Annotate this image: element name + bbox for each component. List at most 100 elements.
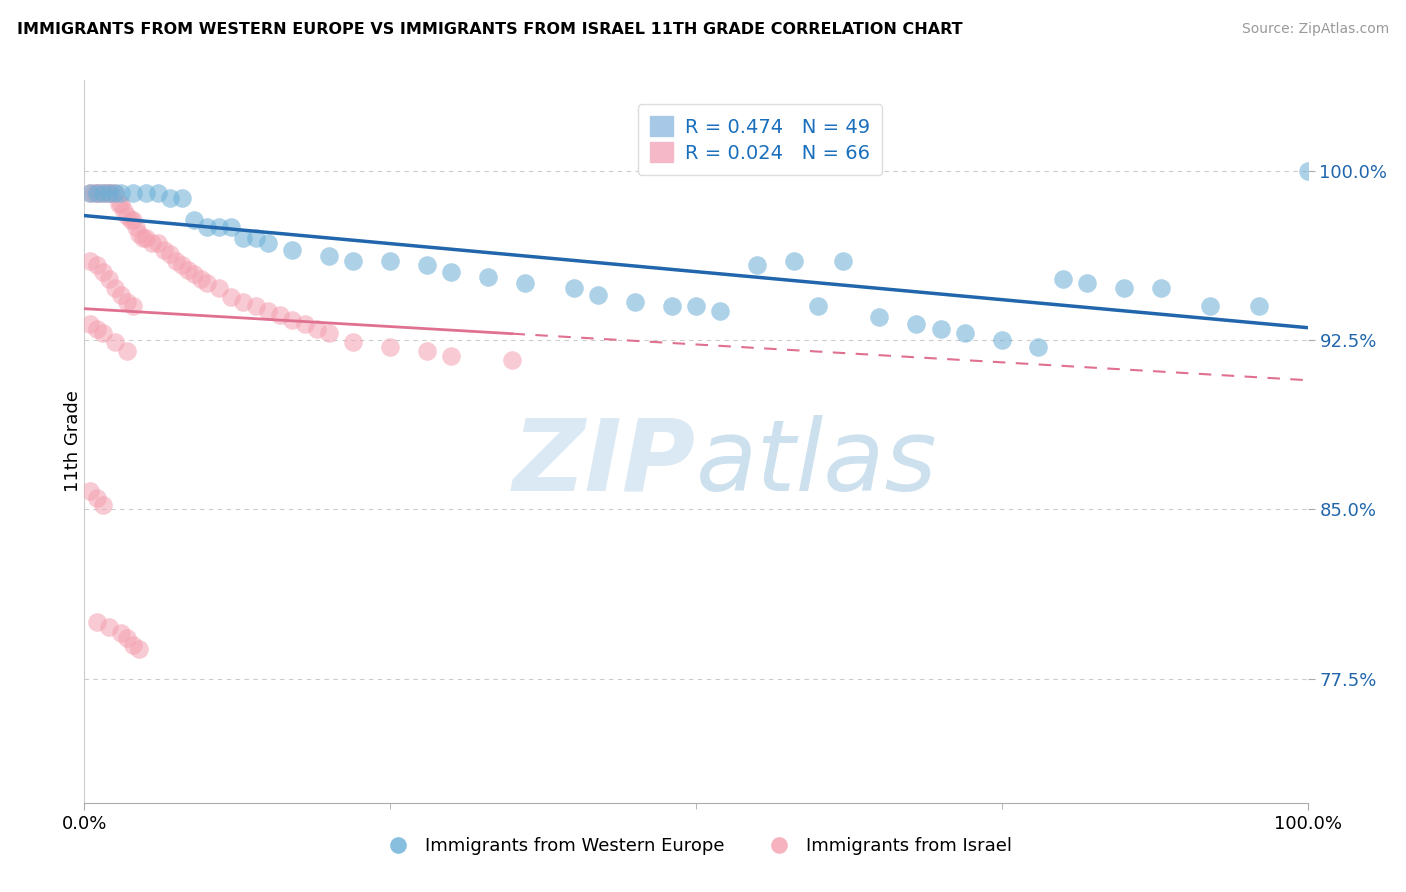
Point xyxy=(96,186,118,201)
Point xyxy=(257,235,280,250)
Point xyxy=(104,281,127,295)
Point xyxy=(1198,299,1220,313)
Point xyxy=(97,272,120,286)
Point xyxy=(953,326,976,340)
Point xyxy=(183,268,205,282)
Point xyxy=(87,186,110,201)
Point xyxy=(159,191,181,205)
Point xyxy=(86,615,108,629)
Point xyxy=(208,281,231,295)
Point xyxy=(513,277,536,291)
Point xyxy=(104,186,127,201)
Point xyxy=(477,269,499,284)
Text: atlas: atlas xyxy=(696,415,938,512)
Point xyxy=(125,220,148,235)
Point xyxy=(110,287,132,301)
Point xyxy=(91,265,114,279)
Point xyxy=(79,317,101,331)
Point xyxy=(159,247,181,261)
Point xyxy=(1247,299,1270,313)
Point xyxy=(281,243,304,257)
Point xyxy=(1150,281,1173,295)
Point xyxy=(905,317,928,331)
Point xyxy=(132,231,155,245)
Point xyxy=(219,290,242,304)
Point xyxy=(245,231,267,245)
Point xyxy=(91,186,114,201)
Point xyxy=(257,303,280,318)
Point xyxy=(86,186,108,201)
Point xyxy=(1114,281,1136,295)
Point xyxy=(416,344,439,359)
Point xyxy=(869,310,891,325)
Point xyxy=(586,287,609,301)
Point xyxy=(122,638,145,652)
Point xyxy=(1028,340,1050,354)
Point xyxy=(318,326,340,340)
Text: IMMIGRANTS FROM WESTERN EUROPE VS IMMIGRANTS FROM ISRAEL 11TH GRADE CORRELATION : IMMIGRANTS FROM WESTERN EUROPE VS IMMIGR… xyxy=(17,22,963,37)
Point xyxy=(115,631,138,645)
Point xyxy=(79,186,101,201)
Point xyxy=(929,321,952,335)
Point xyxy=(232,231,254,245)
Point xyxy=(195,220,218,235)
Point xyxy=(831,253,853,268)
Point xyxy=(232,294,254,309)
Point xyxy=(97,620,120,634)
Point xyxy=(110,186,132,201)
Point xyxy=(342,253,364,268)
Point xyxy=(79,484,101,499)
Point xyxy=(122,299,145,313)
Point xyxy=(562,281,585,295)
Point xyxy=(146,186,169,201)
Point xyxy=(115,209,138,223)
Point xyxy=(991,333,1014,347)
Point xyxy=(97,186,120,201)
Point xyxy=(128,642,150,657)
Point xyxy=(747,259,769,273)
Point xyxy=(807,299,830,313)
Point xyxy=(1296,163,1319,178)
Point xyxy=(135,231,157,245)
Point xyxy=(83,186,105,201)
Point xyxy=(91,326,114,340)
Point xyxy=(122,213,145,227)
Point xyxy=(294,317,316,331)
Point xyxy=(146,235,169,250)
Point xyxy=(416,259,439,273)
Point xyxy=(122,186,145,201)
Point xyxy=(112,204,135,219)
Point xyxy=(120,213,142,227)
Point xyxy=(141,235,163,250)
Point xyxy=(305,321,328,335)
Point xyxy=(281,312,304,326)
Point xyxy=(165,253,187,268)
Point xyxy=(110,626,132,640)
Point xyxy=(661,299,683,313)
Point xyxy=(100,186,122,201)
Point xyxy=(135,186,157,201)
Y-axis label: 11th Grade: 11th Grade xyxy=(65,391,82,492)
Point xyxy=(269,308,291,322)
Text: Source: ZipAtlas.com: Source: ZipAtlas.com xyxy=(1241,22,1389,37)
Point xyxy=(86,321,108,335)
Point xyxy=(709,303,731,318)
Point xyxy=(153,243,176,257)
Point xyxy=(115,344,138,359)
Point xyxy=(183,213,205,227)
Point xyxy=(177,263,200,277)
Point xyxy=(208,220,231,235)
Point xyxy=(79,186,101,201)
Point xyxy=(86,186,108,201)
Point xyxy=(79,253,101,268)
Point xyxy=(219,220,242,235)
Legend: Immigrants from Western Europe, Immigrants from Israel: Immigrants from Western Europe, Immigran… xyxy=(373,830,1019,863)
Point xyxy=(190,272,212,286)
Point xyxy=(380,253,402,268)
Point xyxy=(318,249,340,263)
Point xyxy=(172,191,194,205)
Point xyxy=(86,259,108,273)
Point xyxy=(97,186,120,201)
Point xyxy=(624,294,647,309)
Point xyxy=(685,299,707,313)
